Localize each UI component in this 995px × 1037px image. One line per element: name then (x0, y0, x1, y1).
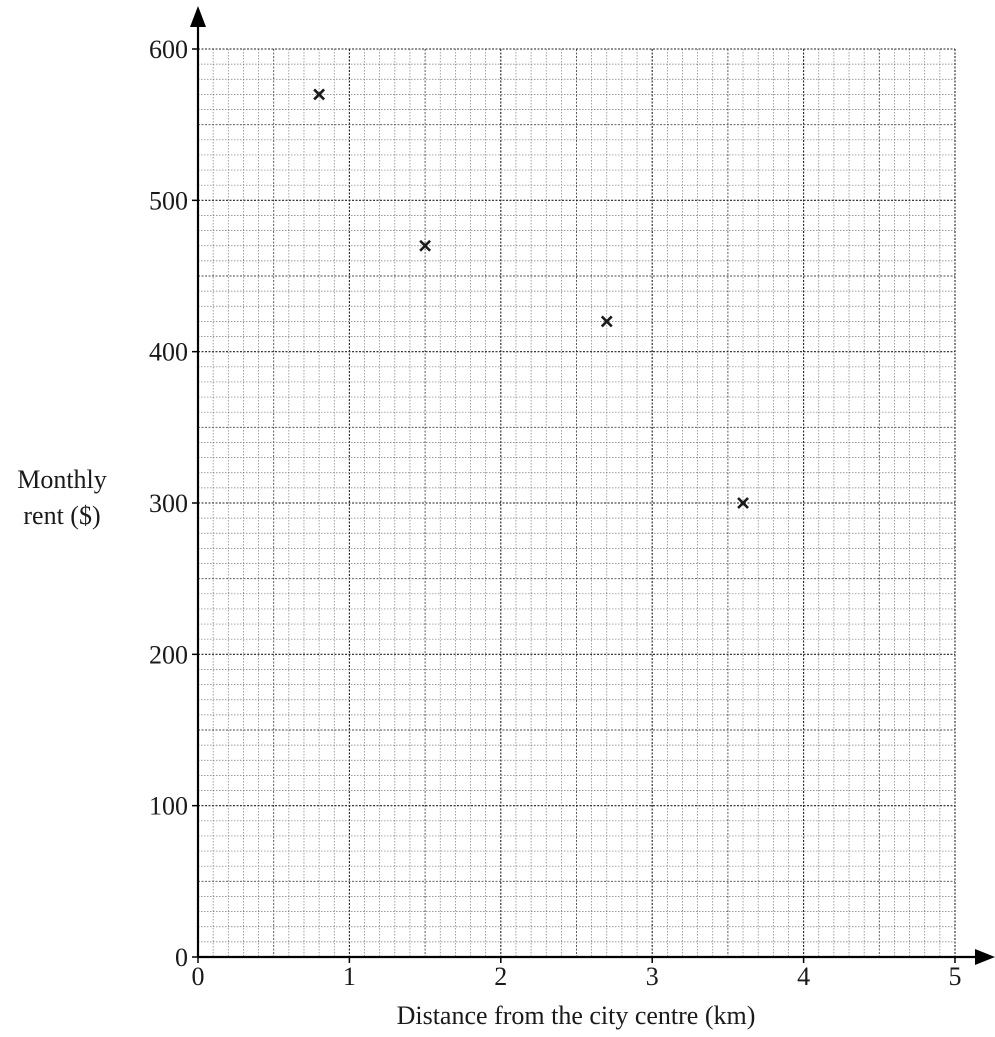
axes (190, 6, 995, 965)
x-tick-label: 4 (797, 962, 810, 991)
y-axis-title-line2: rent ($) (23, 501, 100, 530)
y-axis-title-line1: Monthly (17, 465, 107, 494)
y-tick-label: 0 (175, 943, 188, 972)
x-tick-label: 3 (646, 962, 659, 991)
data-points (313, 88, 749, 509)
x-tick-label: 5 (949, 962, 962, 991)
x-tick-label: 0 (192, 962, 205, 991)
x-tick-label: 2 (494, 962, 507, 991)
grid (197, 48, 956, 958)
data-point (419, 239, 432, 252)
data-point (313, 88, 326, 101)
y-tick-label: 200 (149, 640, 188, 669)
data-point (600, 315, 613, 328)
x-tick-label: 1 (343, 962, 356, 991)
y-tick-label: 100 (149, 792, 188, 821)
data-point (737, 497, 749, 509)
y-axis-arrow (190, 6, 206, 27)
x-axis-title: Distance from the city centre (km) (397, 1001, 756, 1030)
y-tick-label: 300 (149, 489, 188, 518)
y-tick-label: 400 (149, 338, 188, 367)
y-tick-label: 600 (149, 35, 188, 64)
y-tick-label: 500 (149, 186, 188, 215)
y-tick-labels: 0 100 200 300 400 500 600 (149, 35, 198, 972)
x-axis-arrow (975, 949, 995, 965)
x-tick-labels: 0 1 2 3 4 5 (192, 957, 962, 991)
